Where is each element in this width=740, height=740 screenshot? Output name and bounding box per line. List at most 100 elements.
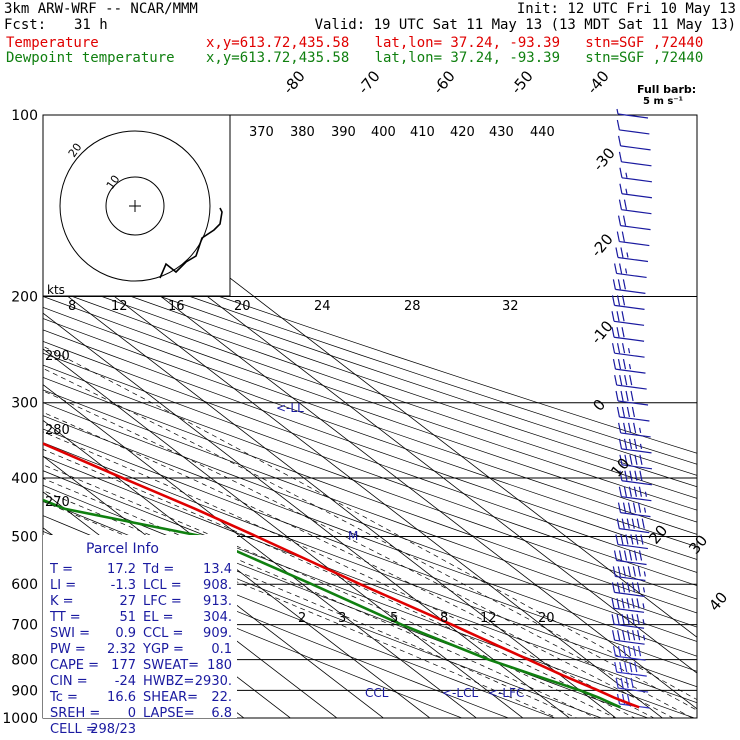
wind-barb-flag xyxy=(631,518,635,529)
wind-barb-flag xyxy=(635,534,639,545)
wind-barb-flag xyxy=(627,630,631,641)
parcel-value: 16.6 xyxy=(107,690,136,705)
wind-barb-shaft xyxy=(620,145,651,151)
wind-barbs: Full barb:5 m s⁻¹ xyxy=(611,83,696,709)
mixing-ratio-label: 3 xyxy=(338,611,346,626)
wind-barb-shaft xyxy=(614,639,645,645)
wind-barb-flag xyxy=(630,390,634,402)
annotation-lcl-upper: <-LL xyxy=(276,401,304,415)
pressure-label: 1000 xyxy=(2,711,38,727)
wind-barb-flag xyxy=(616,327,620,338)
wind-barb-shaft xyxy=(615,655,646,661)
wind-barb-flag xyxy=(613,550,618,561)
isotherm-line xyxy=(43,455,385,718)
temperature-tick-label: -20 xyxy=(587,230,617,260)
annotation-ccl: CCL xyxy=(365,686,389,700)
parcel-label: PW = xyxy=(50,642,86,657)
wind-barb-shaft xyxy=(620,225,651,231)
wind-barb-flag xyxy=(619,470,623,481)
wind-barb-shaft xyxy=(619,129,650,135)
wind-barb-flag xyxy=(621,518,625,529)
wind-barb-flag xyxy=(621,311,625,322)
wind-barb-flag xyxy=(633,422,637,434)
dry-adiabat xyxy=(43,329,697,560)
parcel-label: CCL = xyxy=(143,626,183,641)
wind-barb-half xyxy=(644,491,648,497)
wind-barb-flag xyxy=(621,406,626,418)
dry-adiabat xyxy=(43,377,697,614)
wind-barb-shaft xyxy=(614,304,645,310)
mixing-ratio-label: 24 xyxy=(314,299,331,314)
wind-barb-flag xyxy=(631,598,635,609)
parcel-box-bg xyxy=(43,535,237,718)
temperature-tick-label: -60 xyxy=(429,67,459,97)
mixing-ratio-label: 20 xyxy=(538,611,555,626)
parcel-label: CAPE = xyxy=(50,658,99,673)
wind-barb-flag xyxy=(621,598,625,609)
dry-adiabat xyxy=(43,402,697,642)
wind-barb-flag xyxy=(629,454,633,465)
pressure-label: 200 xyxy=(11,290,38,306)
dry-adiabat xyxy=(43,296,697,523)
theta-label: 400 xyxy=(371,125,396,140)
wind-barb-shaft xyxy=(616,384,647,390)
parcel-label: T = xyxy=(49,562,73,577)
wind-barb-flag xyxy=(623,438,628,449)
temperature-tick-label: 40 xyxy=(705,588,731,614)
wind-barb-flag xyxy=(638,486,643,497)
pressure-label: 300 xyxy=(11,396,38,412)
temperature-tick-label: -50 xyxy=(507,67,537,97)
wind-barb-flag xyxy=(621,582,626,593)
wind-barb-shaft xyxy=(616,272,647,279)
wind-barb-flag xyxy=(631,406,636,418)
wind-barb-half xyxy=(642,619,645,625)
parcel-value: 908. xyxy=(203,578,232,593)
wind-barb-flag xyxy=(616,518,620,529)
wind-barb-flag xyxy=(618,199,623,210)
wind-barb-flag xyxy=(611,582,616,593)
wind-barb-flag xyxy=(611,311,615,322)
wind-barb-half xyxy=(642,587,646,593)
wind-barb-flag xyxy=(617,566,621,577)
wind-barb-flag xyxy=(620,247,624,258)
pressure-label: 100 xyxy=(11,108,38,124)
wind-barb-flag xyxy=(636,518,640,529)
pressure-label: 400 xyxy=(11,471,38,487)
parcel-value: 304. xyxy=(203,610,232,625)
wind-barb-flag xyxy=(612,646,617,657)
parcel-value: 22. xyxy=(211,690,232,705)
wind-barb-flag xyxy=(639,470,643,481)
mixing-ratio-label: 8 xyxy=(68,299,76,314)
wind-barb-flag xyxy=(617,502,622,513)
wind-barb-flag xyxy=(629,470,633,481)
hodograph-ring-inner xyxy=(105,176,165,236)
wind-barb-flag xyxy=(616,343,621,354)
wind-barb-flag xyxy=(633,438,638,449)
wind-barb-flag xyxy=(630,534,634,545)
theta-label: 370 xyxy=(249,125,274,140)
wind-barb-flag xyxy=(639,454,643,465)
wind-barb-flag xyxy=(621,295,626,306)
wind-barb-shaft xyxy=(615,288,646,295)
wind-barb-half xyxy=(639,427,642,434)
theta-label: 420 xyxy=(450,125,475,140)
parcel-value: 177 xyxy=(111,658,136,673)
wind-barb-flag xyxy=(622,646,627,657)
dry-adiabat xyxy=(43,389,697,628)
dry-adiabat xyxy=(43,234,697,454)
location-info-dew: x,y=613.72,435.58 lat,lon= 37.24, -93.39… xyxy=(206,50,704,66)
wind-barb-flag xyxy=(636,582,641,593)
wind-barb-half xyxy=(625,268,628,274)
wind-barb-half xyxy=(626,252,629,258)
parcel-label: K = xyxy=(50,594,74,609)
wind-barb-flag xyxy=(616,119,620,131)
theta-label: 280 xyxy=(45,423,70,438)
wind-barb-half xyxy=(628,364,632,370)
wind-barb-flag xyxy=(628,486,633,497)
valid-time: Valid: 19 UTC Sat 11 May 13 (13 MDT Sat … xyxy=(314,17,736,33)
wind-barb-flag xyxy=(611,598,615,609)
wind-barb-shaft xyxy=(614,591,645,597)
wind-barb-flag xyxy=(621,327,625,338)
wind-barb-flag xyxy=(641,518,645,529)
wind-barb-flag xyxy=(637,502,642,513)
